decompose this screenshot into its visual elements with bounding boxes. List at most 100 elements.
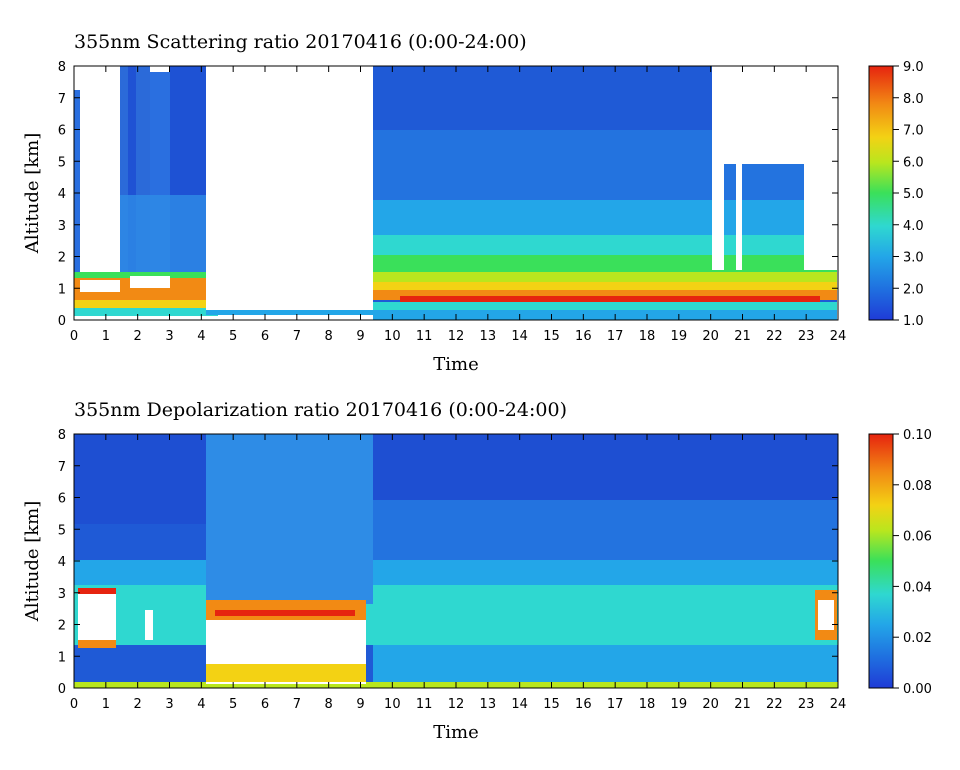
y-tick-label: 6: [58, 124, 66, 139]
x-tick-label: 21: [734, 329, 751, 344]
x-tick-label: 2: [134, 697, 142, 712]
y-tick-label: 2: [58, 251, 66, 266]
x-tick-label: 22: [766, 697, 783, 712]
heatmap-area: [74, 66, 838, 320]
x-tick-label: 4: [197, 697, 205, 712]
x-tick-label: 8: [325, 697, 333, 712]
colorbar-tick-label: 6.0: [903, 155, 924, 170]
surface-layer: [206, 310, 376, 315]
x-tick-label: 9: [356, 329, 364, 344]
x-tick-label: 19: [671, 329, 688, 344]
chart-title: 355nm Scattering ratio 20170416 (0:00-24…: [74, 31, 527, 53]
data-block: [373, 310, 837, 320]
data-block: [373, 290, 837, 300]
x-tick-label: 23: [798, 697, 815, 712]
data-block: [373, 282, 837, 292]
chart-title: 355nm Depolarization ratio 20170416 (0:0…: [74, 399, 567, 421]
clear-region: [712, 164, 724, 270]
saturated-region: [80, 280, 120, 292]
y-tick-label: 4: [58, 187, 66, 202]
x-tick-label: 13: [480, 329, 497, 344]
y-axis-label: Altitude [km]: [22, 501, 43, 623]
colorbar-tick-label: 0.06: [903, 530, 932, 545]
x-tick-label: 1: [102, 697, 110, 712]
x-tick-label: 3: [165, 697, 173, 712]
x-tick-label: 18: [639, 697, 656, 712]
colorbar-ticks: 1.0 2.0 3.0 4.0 5.0 6.0 7.0 8.0 9.0: [893, 60, 924, 329]
high-depol-layer: [818, 600, 834, 630]
x-tick-label: 16: [575, 329, 592, 344]
x-tick-label: 7: [293, 697, 301, 712]
y-tick-label: 3: [58, 587, 66, 602]
x-tick-label: 15: [543, 329, 560, 344]
data-block: [74, 585, 838, 645]
colorbar-ticks: 0.00 0.02 0.04 0.06 0.08 0.10: [893, 428, 932, 697]
colorbar-tick-label: 4.0: [903, 219, 924, 234]
colorbar: [869, 434, 893, 688]
colorbar-tick-label: 0.02: [903, 631, 932, 646]
heatmap-area: [74, 434, 838, 688]
data-block: [373, 272, 837, 284]
x-tick-label: 11: [416, 329, 433, 344]
depolarization-ratio-panel: 355nm Depolarization ratio 20170416 (0:0…: [22, 399, 932, 743]
no-data-region: [206, 66, 373, 310]
y-tick-label: 7: [58, 460, 66, 475]
y-axis-label: Altitude [km]: [22, 133, 43, 255]
x-tick-label: 18: [639, 329, 656, 344]
colorbar-tick-label: 0.04: [903, 580, 932, 595]
x-tick-label: 0: [70, 329, 78, 344]
saturated-region: [206, 664, 366, 682]
y-tick-label: 8: [58, 60, 66, 75]
x-tick-label: 17: [607, 697, 624, 712]
data-block: [400, 296, 820, 302]
x-tick-label: 5: [229, 329, 237, 344]
x-tick-label: 1: [102, 329, 110, 344]
boundary-layer-top: [74, 272, 218, 278]
y-tick-label: 1: [58, 650, 66, 665]
x-tick-label: 12: [448, 697, 465, 712]
x-tick-label: 24: [830, 329, 847, 344]
x-tick-label: 8: [325, 329, 333, 344]
x-tick-label: 10: [384, 697, 401, 712]
x-tick-label: 23: [798, 329, 815, 344]
x-tick-label: 3: [165, 329, 173, 344]
x-tick-label: 5: [229, 697, 237, 712]
y-tick-label: 1: [58, 282, 66, 297]
y-tick-label: 5: [58, 523, 66, 538]
colorbar-tick-label: 0.10: [903, 428, 932, 443]
high-depol-layer: [78, 590, 116, 646]
y-tick-label: 0: [58, 682, 66, 697]
colorbar-tick-label: 0.00: [903, 682, 932, 697]
noisy-region: [206, 434, 373, 604]
colorbar-tick-label: 1.0: [903, 314, 924, 329]
data-block: [373, 645, 837, 685]
x-tick-label: 14: [511, 697, 528, 712]
boundary-layer: [74, 308, 218, 316]
high-depol-layer: [78, 588, 116, 594]
y-tick-label: 3: [58, 219, 66, 234]
y-tick-label: 4: [58, 555, 66, 570]
y-tick-label: 6: [58, 492, 66, 507]
x-tick-label: 12: [448, 329, 465, 344]
colorbar-tick-label: 2.0: [903, 282, 924, 297]
saturated-region: [215, 610, 355, 616]
x-tick-label: 20: [702, 697, 719, 712]
x-tick-label: 15: [543, 697, 560, 712]
x-axis-label: Time: [433, 722, 478, 743]
x-tick-label: 10: [384, 329, 401, 344]
saturated-region: [130, 276, 170, 288]
no-data-region: [80, 66, 120, 272]
colorbar-tick-label: 7.0: [903, 124, 924, 139]
x-tick-label: 9: [356, 697, 364, 712]
x-tick-label: 4: [197, 329, 205, 344]
x-tick-label: 19: [671, 697, 688, 712]
x-tick-label: 6: [261, 697, 269, 712]
data-column: [120, 195, 206, 280]
clear-region: [736, 164, 742, 270]
clear-region: [712, 66, 838, 164]
axis-ticks: 0 1 2 3 4 5 6 7 8 9 10 11 12 13 14 15 16 17 18 19 20 21 22 23 24…: [58, 60, 847, 344]
colorbar: [869, 66, 893, 320]
x-tick-label: 11: [416, 697, 433, 712]
x-tick-label: 13: [480, 697, 497, 712]
